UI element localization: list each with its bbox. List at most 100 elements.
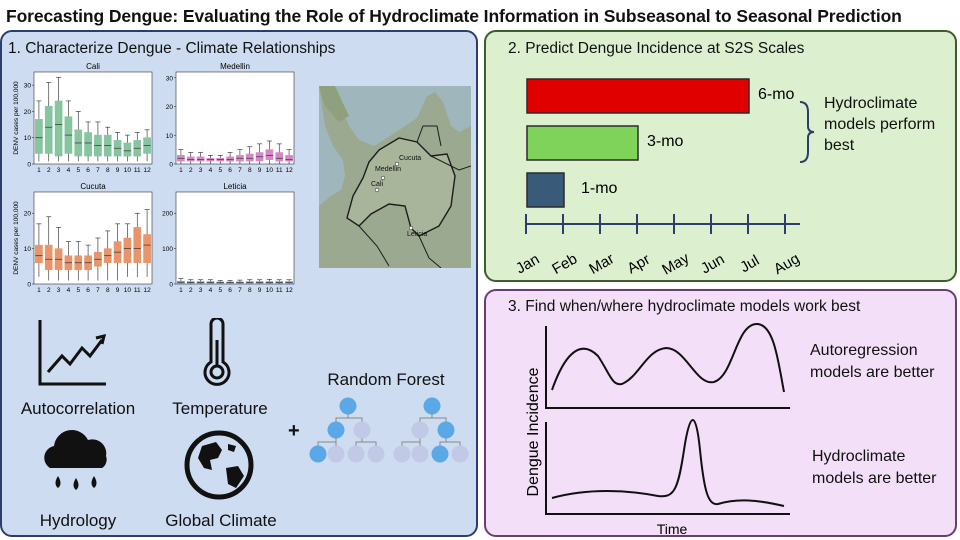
y-tick-label: 100 xyxy=(162,246,173,253)
box-month xyxy=(35,223,43,277)
box-month xyxy=(245,279,254,284)
box-month xyxy=(44,216,53,281)
x-tick-label: 11 xyxy=(276,167,283,174)
x-tick-label: 10 xyxy=(124,287,132,294)
x-tick-label: 2 xyxy=(47,167,51,174)
y-tick-label: 10 xyxy=(166,133,174,140)
boxplot-title: Leticia xyxy=(223,182,247,191)
horizon-bar xyxy=(526,125,639,161)
y-tick-label: 0 xyxy=(169,282,173,289)
x-tick-label: 2 xyxy=(47,287,51,294)
box-month xyxy=(54,227,63,281)
month-label: Mar xyxy=(586,250,617,278)
y-tick-label: 0 xyxy=(27,162,31,169)
box-month xyxy=(54,76,63,162)
month-label: Feb xyxy=(549,250,580,278)
page-title: Forecasting Dengue: Evaluating the Role … xyxy=(6,6,902,26)
brace-text-line-3: best xyxy=(824,137,855,154)
map-label-medellin: Medellin xyxy=(375,166,401,173)
box-month xyxy=(186,152,195,164)
y-tick-label: 200 xyxy=(162,211,173,218)
panel1-title: 1. Characterize Dengue - Climate Relatio… xyxy=(8,40,336,57)
x-tick-label: 9 xyxy=(116,287,120,294)
x-tick-label: 3 xyxy=(199,287,203,294)
box-month xyxy=(265,140,274,164)
y-tick-label: 10 xyxy=(24,135,32,142)
incidence-ylabel: Dengue Incidence xyxy=(525,367,542,496)
hydroclimate-note-line-2: models are better xyxy=(812,470,937,487)
tree-node xyxy=(393,445,411,463)
tree-node xyxy=(347,445,365,463)
tree-node xyxy=(327,445,345,463)
y-tick-label: 0 xyxy=(169,162,173,169)
tree-node xyxy=(353,421,371,439)
horizon-label: 1-mo xyxy=(581,180,618,197)
x-tick-label: 4 xyxy=(209,167,213,174)
horizon-bar xyxy=(526,78,750,114)
x-tick-label: 12 xyxy=(285,167,293,174)
x-tick-label: 3 xyxy=(57,287,61,294)
map-label-cucuta: Cucuta xyxy=(399,155,421,162)
tree-node xyxy=(451,445,469,463)
box-month xyxy=(103,230,112,281)
x-tick-label: 12 xyxy=(143,167,151,174)
box-month xyxy=(196,279,205,284)
x-tick-label: 11 xyxy=(134,167,141,174)
x-tick-label: 2 xyxy=(189,287,193,294)
box-month xyxy=(186,279,195,284)
label-autocorrelation: Autocorrelation xyxy=(20,399,136,418)
x-tick-label: 7 xyxy=(96,167,100,174)
box-month xyxy=(74,241,83,281)
box-month xyxy=(206,279,215,284)
x-tick-label: 1 xyxy=(179,287,183,294)
y-tick-label: 20 xyxy=(24,109,32,116)
box-month xyxy=(226,280,234,284)
brace xyxy=(799,101,815,163)
x-tick-label: 10 xyxy=(124,167,132,174)
box-month xyxy=(84,121,92,162)
x-tick-label: 4 xyxy=(67,167,71,174)
box-month xyxy=(64,100,73,162)
tree-node xyxy=(437,421,455,439)
box-month xyxy=(103,126,112,162)
x-tick-label: 5 xyxy=(218,167,222,174)
panel3-title: 3. Find when/where hydroclimate models w… xyxy=(508,298,861,315)
autoregression-note-line-1: Autoregression xyxy=(810,342,918,359)
box-month xyxy=(143,129,151,162)
box-month xyxy=(113,223,122,281)
box-month xyxy=(84,244,92,281)
box-month xyxy=(245,146,254,164)
x-tick-label: 5 xyxy=(218,287,222,294)
x-tick-label: 5 xyxy=(76,287,80,294)
y-tick-label: 20 xyxy=(24,211,32,218)
tree-node xyxy=(367,445,385,463)
tree-node xyxy=(411,445,429,463)
x-tick-label: 12 xyxy=(143,287,151,294)
box-month xyxy=(265,279,274,284)
map-label-cali: Cali xyxy=(371,181,384,188)
box-month xyxy=(236,279,244,284)
x-tick-label: 7 xyxy=(96,287,100,294)
map-label-leticia: Leticia xyxy=(407,231,427,238)
horizon-label: 6-mo xyxy=(758,86,795,103)
x-tick-label: 3 xyxy=(199,167,203,174)
incidence-sketch: Dengue Incidence Time xyxy=(525,322,790,537)
label-global-climate: Global Climate xyxy=(165,511,277,530)
trend-line-icon xyxy=(38,320,107,386)
x-tick-label: 4 xyxy=(67,287,71,294)
box-month xyxy=(143,209,151,277)
brace-text-line-2: models perform xyxy=(824,116,936,133)
horizon-bar xyxy=(526,172,565,208)
globe-icon xyxy=(184,430,254,500)
box-month xyxy=(35,100,43,162)
boxplot-title: Medellin xyxy=(220,62,250,71)
x-tick-label: 10 xyxy=(266,167,274,174)
box-month xyxy=(44,82,53,162)
brace-text-line-1: Hydroclimate xyxy=(824,95,918,112)
boxplot-ylabel: DENV cases per 100,000 xyxy=(13,81,20,155)
x-tick-label: 4 xyxy=(209,287,213,294)
x-tick-label: 10 xyxy=(266,287,274,294)
month-label: Jun xyxy=(698,251,727,278)
box-month xyxy=(285,149,293,164)
